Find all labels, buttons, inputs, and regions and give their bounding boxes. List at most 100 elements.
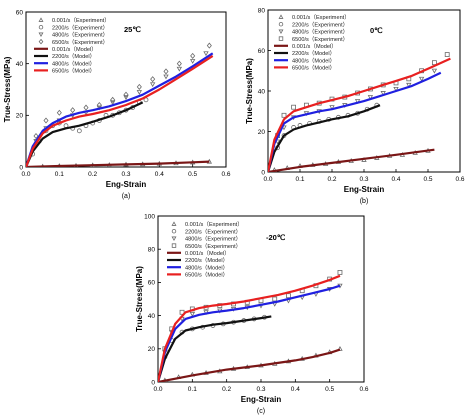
- model-line-7: [268, 57, 451, 172]
- legend-marker: [171, 221, 177, 226]
- y-tick-label: 0: [261, 169, 265, 176]
- data-point: [367, 95, 374, 100]
- y-tick-label: 20: [258, 129, 266, 136]
- legend-marker: [38, 17, 44, 22]
- model-line-6: [26, 52, 214, 167]
- y-tick-label: 80: [148, 247, 156, 254]
- y-tick-label: 40: [16, 61, 24, 68]
- x-tick-label: 0.3: [121, 171, 130, 178]
- legend-entry: 6500/s（Experiment）: [52, 39, 108, 46]
- legend-entry: 2200/s（Model）: [292, 50, 335, 57]
- data-point: [76, 128, 82, 134]
- data-point: [176, 60, 182, 67]
- model-line-4: [158, 348, 341, 382]
- y-tick-label: 0: [151, 379, 155, 386]
- data-point: [123, 91, 129, 98]
- legend-marker: [38, 25, 44, 30]
- data-point: [56, 109, 62, 116]
- data-point: [110, 96, 116, 103]
- model-line-6: [158, 284, 341, 382]
- panel-label: (c): [257, 408, 265, 415]
- data-point: [123, 95, 129, 101]
- data-point: [444, 52, 450, 57]
- legend-entry: 2200/s（Experiment）: [292, 21, 348, 28]
- legend-entry: 0.001/s（Model）: [292, 43, 337, 50]
- x-tick-label: 0.6: [221, 171, 230, 178]
- data-point: [163, 68, 169, 75]
- legend-entry: 4800/s（Model）: [292, 57, 335, 64]
- x-tick-label: 0.3: [256, 386, 265, 393]
- y-tick-label: 40: [148, 313, 156, 320]
- temperature-label: 25℃: [124, 25, 141, 34]
- y-tick-label: 100: [144, 213, 155, 220]
- data-point: [281, 112, 287, 118]
- data-point: [176, 66, 183, 72]
- model-line-7: [26, 54, 214, 167]
- legend-entry: 6500/s（Model）: [185, 272, 228, 279]
- data-point: [354, 99, 361, 104]
- data-point: [163, 74, 169, 80]
- model-line-4: [26, 160, 210, 167]
- data-point: [286, 293, 291, 299]
- x-tick-label: 0.5: [423, 176, 432, 183]
- data-point: [179, 309, 185, 315]
- data-point: [206, 42, 212, 49]
- model-line-5: [26, 101, 144, 167]
- y-tick-label: 0: [19, 164, 23, 171]
- legend-marker: [38, 32, 44, 38]
- legend-entry: 6500/s（Experiment）: [185, 243, 241, 250]
- x-tick-label: 0.2: [327, 176, 336, 183]
- data-point: [418, 76, 425, 82]
- legend-entry: 4800/s（Experiment）: [185, 236, 241, 243]
- y-axis-label: True-Stress(MPa): [3, 56, 12, 122]
- y-tick-label: 40: [258, 88, 266, 95]
- legend-marker: [171, 243, 177, 248]
- data-point: [189, 311, 196, 317]
- data-point: [83, 104, 89, 111]
- x-tick-label: 0.2: [88, 171, 97, 178]
- data-point: [136, 90, 143, 95]
- x-tick-label: 0.4: [155, 171, 164, 178]
- x-tick-label: 0.4: [391, 176, 400, 183]
- legend-entry: 0.001/s（Experiment）: [292, 14, 350, 21]
- plot-area: [26, 42, 214, 167]
- data-point: [431, 68, 438, 74]
- y-axis-label: True-Stress(MPa): [135, 266, 144, 332]
- legend-entry: 0.001/s（Model）: [185, 250, 230, 257]
- x-tick-label: 0.4: [291, 386, 300, 393]
- data-point: [149, 82, 156, 88]
- x-tick-label: 0.1: [55, 171, 64, 178]
- chart-panel-a: 0.0 0.1 0.2 0.3 0.4 0.5 0.6 0 20 40 60 Eng-Strain Tr…: [3, 9, 231, 200]
- data-point: [406, 82, 412, 88]
- legend-entry: 0.001/s（Experiment）: [52, 17, 110, 24]
- data-point: [291, 104, 297, 110]
- data-point: [150, 76, 156, 83]
- plot-area: [268, 52, 451, 172]
- model-line-5: [158, 315, 272, 382]
- legend-entry: 4800/s（Experiment）: [292, 29, 348, 36]
- legend-entry: 0.001/s（Model）: [52, 46, 97, 53]
- x-tick-label: 0.0: [153, 386, 162, 393]
- x-tick-label: 0.0: [21, 171, 30, 178]
- legend-entry: 4800/s（Experiment）: [52, 32, 108, 39]
- x-tick-label: 0.5: [188, 171, 197, 178]
- y-tick-label: 80: [258, 7, 266, 14]
- plot-area: [158, 270, 343, 382]
- data-point: [393, 86, 399, 92]
- legend-entry: 2200/s（Model）: [185, 257, 228, 264]
- legend-marker: [278, 29, 284, 35]
- data-point: [272, 296, 278, 302]
- x-axis-label: Eng-Strain: [344, 185, 385, 194]
- x-axis-label: Eng-Strain: [106, 180, 147, 189]
- data-point: [43, 117, 49, 124]
- legend-entry: 4800/s（Model）: [52, 60, 95, 67]
- x-tick-label: 0.0: [263, 176, 272, 183]
- legend-marker: [278, 36, 284, 41]
- model-line-6: [268, 71, 442, 172]
- legend-entry: 2200/s（Experiment）: [52, 24, 108, 31]
- legend-entry: 0.001/s（Experiment）: [185, 221, 243, 228]
- x-tick-label: 0.5: [325, 386, 334, 393]
- y-tick-label: 20: [16, 113, 24, 120]
- x-tick-label: 0.3: [359, 176, 368, 183]
- panel-label: (a): [122, 193, 131, 200]
